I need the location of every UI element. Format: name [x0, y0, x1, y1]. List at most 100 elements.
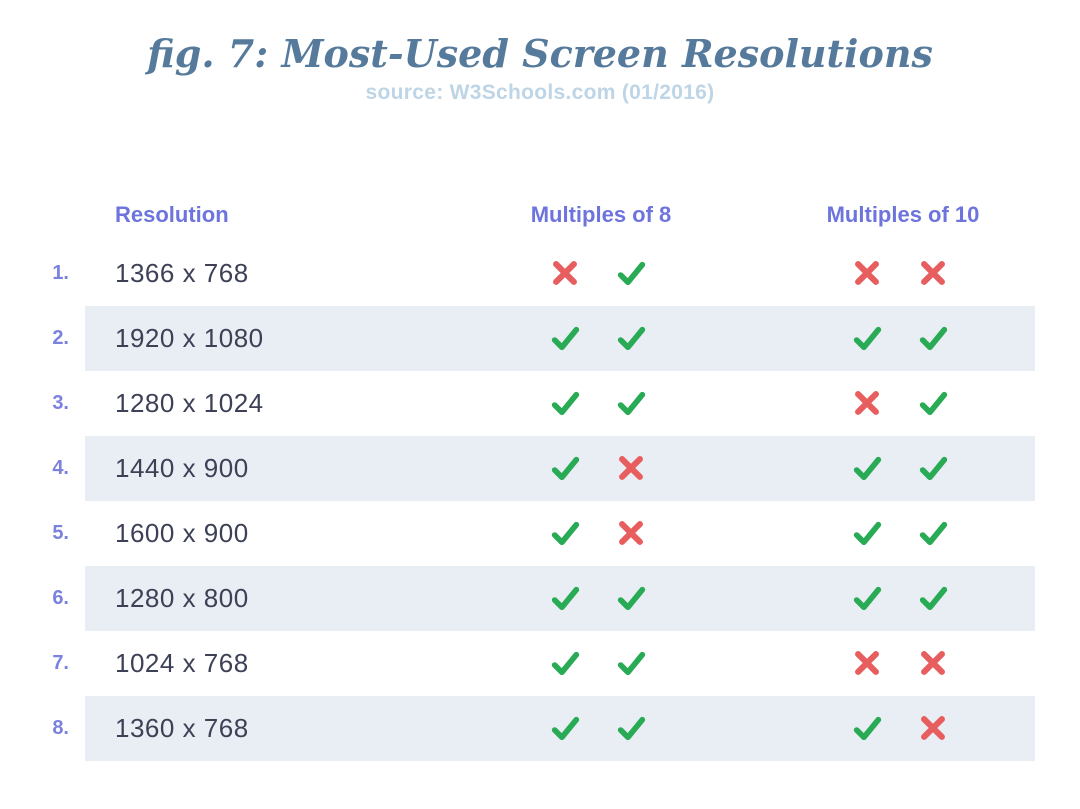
table-row: 4. 1440 x 900 [0, 435, 1080, 501]
table-row: 5. 1600 x 900 [0, 501, 1080, 566]
mark-cell [897, 517, 969, 550]
cross-icon [619, 521, 643, 545]
mark-cell [595, 257, 667, 290]
check-icon [853, 586, 881, 610]
row-resolution: 1440 x 900 [115, 452, 249, 483]
row-body: 1024 x 768 [85, 631, 1035, 696]
row-resolution: 1920 x 1080 [115, 322, 264, 353]
check-icon [919, 326, 947, 350]
check-icon [617, 391, 645, 415]
row-resolution: 1600 x 900 [115, 517, 249, 548]
check-icon [617, 651, 645, 675]
check-icon [551, 651, 579, 675]
row-rank: 2. [52, 326, 69, 349]
mark-cell [897, 713, 969, 743]
mark-cell [897, 387, 969, 420]
check-icon [551, 586, 579, 610]
mark-cell [837, 322, 897, 355]
row-rank: 7. [52, 651, 69, 674]
row-body: 1920 x 1080 [85, 305, 1035, 371]
check-icon [617, 261, 645, 285]
check-icon [551, 326, 579, 350]
mark-cell [897, 452, 969, 485]
mark-cell [837, 452, 897, 485]
check-icon [551, 391, 579, 415]
check-icon [919, 456, 947, 480]
cross-icon [619, 456, 643, 480]
check-icon [551, 521, 579, 545]
row-body: 1366 x 768 [85, 241, 1035, 306]
mark-cell [595, 712, 667, 745]
mark-cell [897, 322, 969, 355]
check-icon [551, 716, 579, 740]
mark-cell [897, 582, 969, 615]
row-body: 1600 x 900 [85, 501, 1035, 566]
mark-cell [897, 648, 969, 678]
row-body: 1360 x 768 [85, 695, 1035, 761]
row-body: 1440 x 900 [85, 435, 1035, 501]
row-body: 1280 x 800 [85, 565, 1035, 631]
row-rank: 8. [52, 716, 69, 739]
table-row: 1. 1366 x 768 [0, 241, 1080, 306]
cross-icon [553, 261, 577, 285]
row-resolution: 1024 x 768 [115, 647, 249, 678]
mark-cell [897, 258, 969, 288]
table-header-row: Resolution Multiples of 8 Multiples of 1… [0, 193, 1080, 237]
check-icon [853, 326, 881, 350]
mark-cell [595, 518, 667, 548]
mark-cell [595, 322, 667, 355]
check-icon [617, 716, 645, 740]
cross-icon [921, 261, 945, 285]
row-rank: 3. [52, 391, 69, 414]
figure-source: source: W3Schools.com (01/2016) [365, 80, 715, 104]
check-icon [919, 391, 947, 415]
cross-icon [855, 651, 879, 675]
row-resolution: 1280 x 1024 [115, 387, 264, 418]
row-resolution: 1366 x 768 [115, 257, 249, 288]
mark-cell [595, 387, 667, 420]
check-icon [853, 716, 881, 740]
check-icon [919, 521, 947, 545]
figure-title: fig. 7: Most-Used Screen Resolutions [147, 31, 933, 76]
check-icon [617, 586, 645, 610]
mark-cell [535, 322, 595, 355]
cross-icon [921, 716, 945, 740]
resolutions-table: Resolution Multiples of 8 Multiples of 1… [0, 193, 1080, 761]
row-resolution: 1360 x 768 [115, 712, 249, 743]
cross-icon [855, 391, 879, 415]
row-resolution: 1280 x 800 [115, 582, 249, 613]
row-body: 1280 x 1024 [85, 371, 1035, 436]
mark-cell [837, 582, 897, 615]
row-rank: 6. [52, 586, 69, 609]
mark-cell [595, 582, 667, 615]
mark-cell [837, 258, 897, 288]
mark-cell [535, 387, 595, 420]
mark-cell [535, 258, 595, 288]
column-header-resolution: Resolution [115, 201, 229, 227]
row-rank: 1. [52, 261, 69, 284]
mark-cell [595, 453, 667, 483]
mark-cell [837, 388, 897, 418]
mark-cell [535, 517, 595, 550]
mark-cell [837, 517, 897, 550]
check-icon [853, 521, 881, 545]
check-icon [919, 586, 947, 610]
mark-cell [535, 712, 595, 745]
column-header-multiples-of-10: Multiples of 10 [826, 201, 980, 227]
table-header-body: Resolution Multiples of 8 Multiples of 1… [85, 193, 1035, 237]
row-rank: 4. [52, 456, 69, 479]
cross-icon [855, 261, 879, 285]
mark-cell [535, 452, 595, 485]
check-icon [617, 326, 645, 350]
row-rank: 5. [52, 521, 69, 544]
table-row: 6. 1280 x 800 [0, 565, 1080, 631]
cross-icon [921, 651, 945, 675]
table-row: 2. 1920 x 1080 [0, 305, 1080, 371]
column-header-multiples-of-8: Multiples of 8 [530, 201, 672, 227]
mark-cell [535, 647, 595, 680]
check-icon [551, 456, 579, 480]
mark-cell [535, 582, 595, 615]
mark-cell [837, 648, 897, 678]
mark-cell [837, 712, 897, 745]
